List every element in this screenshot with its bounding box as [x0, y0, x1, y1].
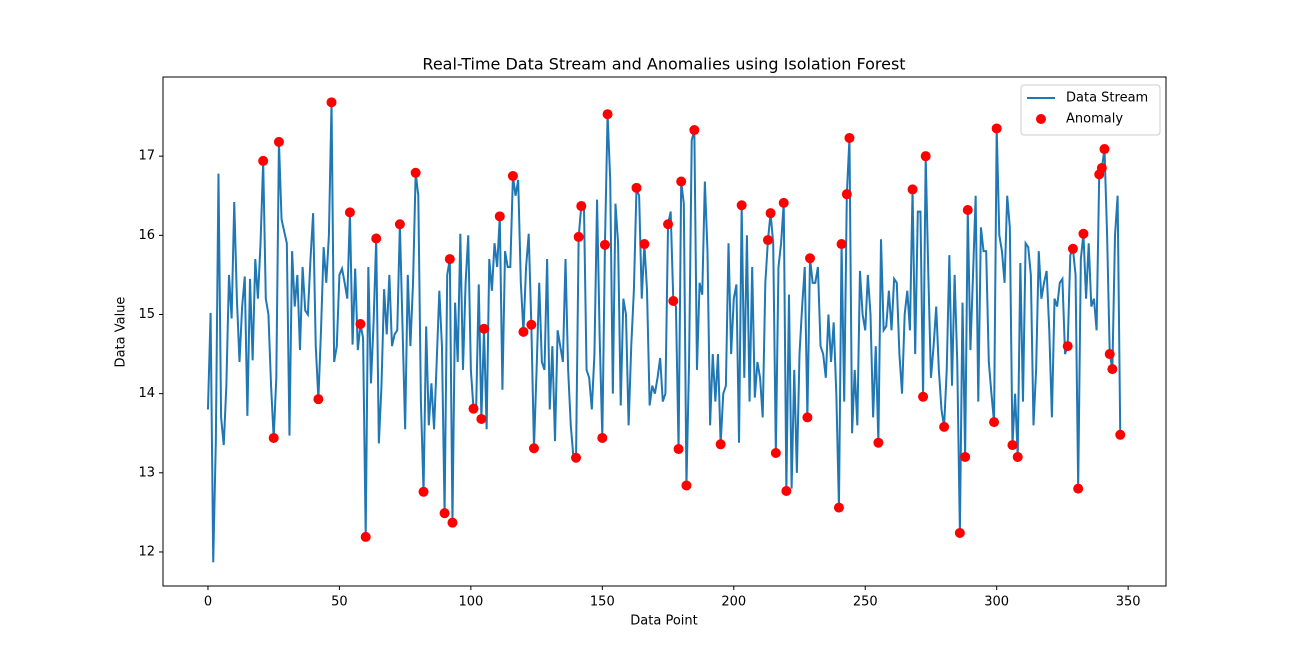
anomaly-point — [954, 527, 965, 538]
x-tick-label: 200 — [721, 595, 746, 610]
anomaly-point — [939, 421, 950, 432]
y-tick-label: 12 — [138, 544, 155, 559]
anomaly-point — [599, 239, 610, 250]
plot-frame — [162, 76, 1167, 587]
anomaly-point — [447, 517, 458, 528]
anomaly-point — [528, 443, 539, 454]
y-tick-label: 13 — [138, 465, 155, 480]
anomaly-point — [1062, 341, 1073, 352]
anomaly-point — [663, 219, 674, 230]
anomaly-point — [394, 219, 405, 230]
x-tick-label: 50 — [331, 595, 348, 610]
anomaly-point — [1012, 451, 1023, 462]
y-tick-label: 14 — [138, 386, 155, 401]
chart-title: Real-Time Data Stream and Anomalies usin… — [422, 55, 905, 74]
anomaly-point — [1078, 228, 1089, 239]
anomaly-point — [479, 323, 490, 334]
anomaly-point — [907, 184, 918, 195]
legend-box — [1020, 84, 1161, 136]
anomaly-point — [418, 486, 429, 497]
x-tick-label: 350 — [1116, 595, 1141, 610]
anomaly-point — [573, 231, 584, 242]
x-tick-label: 0 — [204, 595, 212, 610]
legend-label: Data Stream — [1066, 91, 1148, 106]
anomaly-point — [344, 207, 355, 218]
anomaly-point — [991, 123, 1002, 134]
anomaly-point — [602, 109, 613, 120]
anomaly-point — [476, 413, 487, 424]
anomaly-point — [571, 452, 582, 463]
anomaly-point — [960, 451, 971, 462]
anomaly-point — [681, 480, 692, 491]
x-tick-label: 300 — [984, 595, 1009, 610]
anomaly-point — [1073, 483, 1084, 494]
anomaly-point — [689, 125, 700, 136]
x-tick-label: 150 — [590, 595, 615, 610]
anomaly-point — [736, 200, 747, 211]
anomaly-point — [1104, 349, 1115, 360]
anomaly-point — [439, 508, 450, 519]
anomaly-point — [762, 235, 773, 246]
anomaly-point — [1115, 429, 1126, 440]
anomaly-point — [313, 394, 324, 405]
anomaly-point — [631, 182, 642, 193]
anomaly-point — [770, 448, 781, 459]
anomaly-point — [1096, 163, 1107, 174]
y-axis-label: Data Value — [114, 297, 129, 368]
anomaly-point — [805, 253, 816, 264]
anomaly-point — [1007, 440, 1018, 451]
anomaly-point — [1107, 364, 1118, 375]
anomaly-point — [833, 502, 844, 513]
anomaly-point — [360, 531, 371, 542]
anomaly-point — [355, 318, 366, 329]
anomaly-point — [802, 412, 813, 423]
anomaly-point — [639, 239, 650, 250]
anomaly-point — [268, 432, 279, 443]
anomaly-point — [668, 296, 679, 307]
anomaly-point — [715, 439, 726, 450]
anomaly-point — [444, 254, 455, 265]
anomaly-point — [962, 204, 973, 215]
y-tick-label: 16 — [138, 228, 155, 243]
anomaly-point — [507, 170, 518, 181]
anomaly-point — [371, 233, 382, 244]
anomaly-point — [778, 197, 789, 208]
anomaly-point — [781, 486, 792, 497]
anomaly-point — [918, 391, 929, 402]
legend-label: Anomaly — [1066, 112, 1123, 127]
anomaly-point — [989, 417, 1000, 428]
x-axis-label: Data Point — [630, 614, 697, 629]
anomaly-point — [273, 136, 284, 147]
legend-marker — [1036, 114, 1046, 124]
anomaly-point — [676, 176, 687, 187]
anomaly-point — [597, 432, 608, 443]
anomaly-point — [836, 239, 847, 250]
anomaly-point — [765, 208, 776, 219]
anomaly-point — [258, 155, 269, 166]
anomaly-point — [1067, 243, 1078, 254]
y-tick-label: 17 — [138, 149, 155, 164]
anomaly-point — [873, 437, 884, 448]
anomaly-point — [494, 211, 505, 222]
x-tick-label: 100 — [458, 595, 483, 610]
x-tick-label: 250 — [853, 595, 878, 610]
anomaly-point — [326, 97, 337, 108]
anomaly-point — [920, 151, 931, 162]
anomaly-point — [518, 326, 529, 337]
anomaly-point — [576, 201, 587, 212]
anomaly-point — [844, 132, 855, 143]
anomaly-point — [673, 444, 684, 455]
anomaly-point — [468, 403, 479, 414]
y-tick-label: 15 — [138, 307, 155, 322]
anomaly-point — [526, 319, 537, 330]
anomaly-point — [841, 189, 852, 200]
anomaly-point — [1099, 144, 1110, 155]
anomaly-point — [410, 167, 421, 178]
